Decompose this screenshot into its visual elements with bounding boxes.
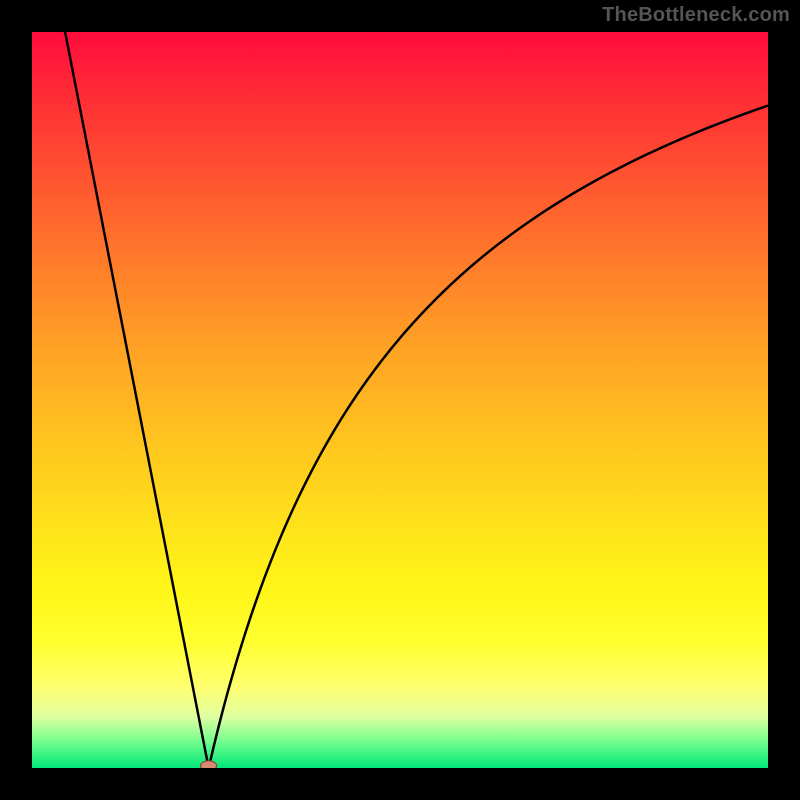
bottleneck-curve-path bbox=[65, 32, 768, 768]
watermark-text: TheBottleneck.com bbox=[602, 4, 790, 27]
plot-area bbox=[32, 32, 768, 768]
minimum-marker bbox=[201, 761, 217, 768]
chart-frame: TheBottleneck.com bbox=[0, 0, 800, 800]
bottleneck-curve bbox=[32, 32, 768, 768]
